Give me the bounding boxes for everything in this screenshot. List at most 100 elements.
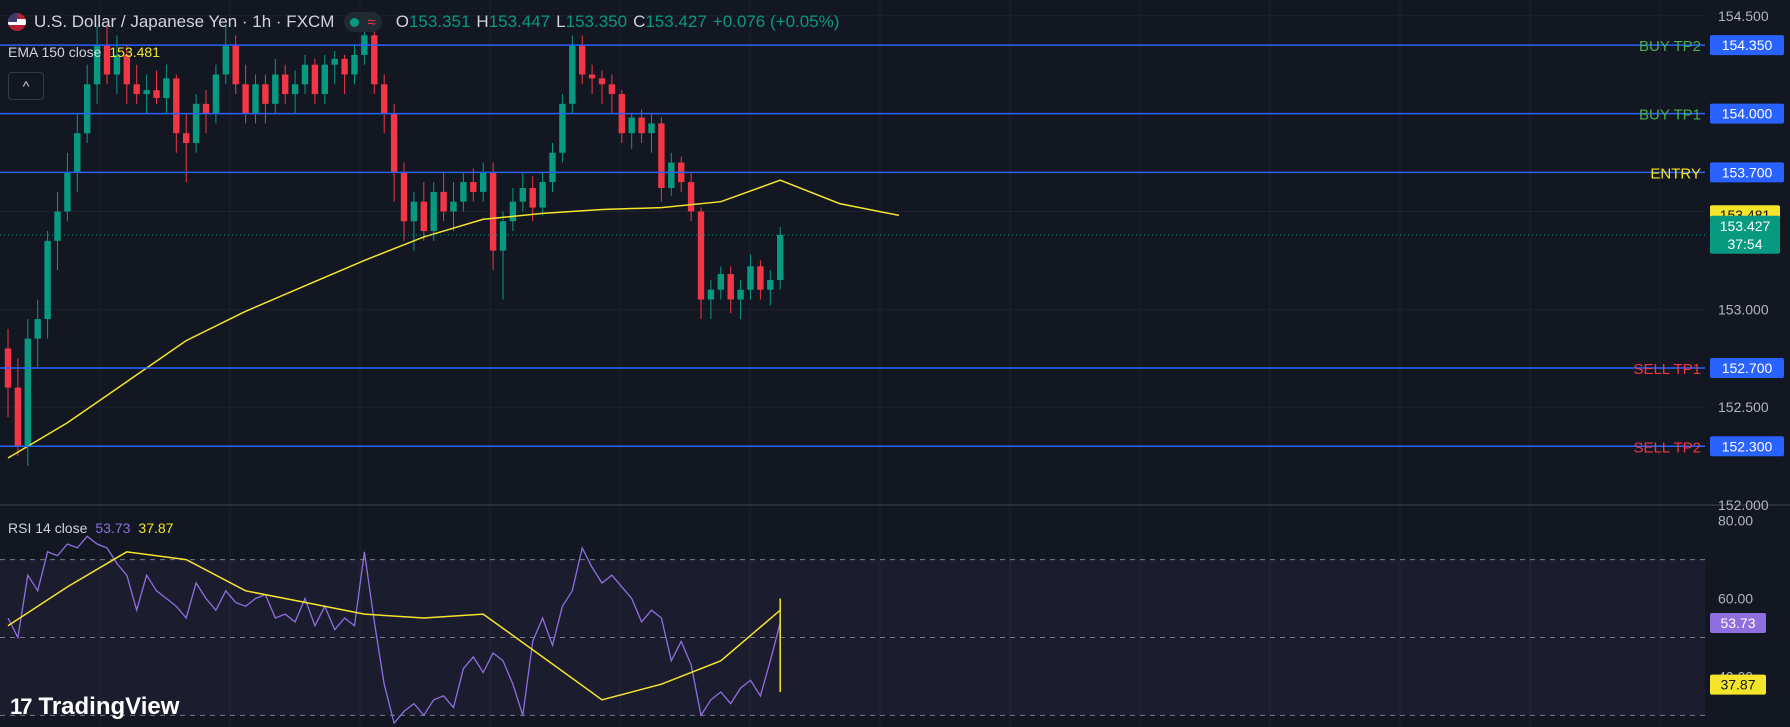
- collapse-legend-button[interactable]: ^: [8, 72, 44, 100]
- chevron-up-icon: ^: [22, 78, 30, 94]
- candle-body: [321, 64, 328, 95]
- candle-body: [232, 45, 239, 85]
- candle-body: [252, 84, 259, 114]
- candle-body: [648, 123, 655, 134]
- candle-body: [430, 191, 437, 232]
- candle-body: [519, 187, 526, 202]
- last-price-badge: [1710, 215, 1780, 254]
- candle-body: [509, 201, 517, 222]
- rsi-value-badge: [1710, 674, 1766, 695]
- countdown-badge-text: 37:54: [1727, 236, 1762, 252]
- candle-body: [539, 182, 546, 208]
- rsi-legend-value: 53.73: [95, 520, 131, 536]
- tradingview-logo-icon: 17: [10, 694, 33, 719]
- candle-body: [54, 211, 61, 241]
- candle-body: [163, 78, 170, 98]
- candle-body: [282, 74, 289, 95]
- candle-body: [93, 45, 101, 85]
- candle-body: [598, 78, 606, 85]
- level-price-label: 154.350: [1722, 37, 1773, 53]
- candle-body: [489, 172, 497, 251]
- ema-legend-label: EMA 150 close: [8, 44, 102, 60]
- candle-body: [697, 211, 705, 300]
- candle-body: [202, 103, 210, 114]
- level-price-label: 152.300: [1722, 438, 1773, 454]
- candle-body: [212, 74, 220, 114]
- candle-body: [608, 84, 616, 95]
- rsi-value-badge-text: 37.87: [1720, 677, 1755, 693]
- candle-body: [549, 152, 556, 183]
- high-value: 153.447: [488, 12, 551, 31]
- price-axis[interactable]: 154.500153.000152.500152.00080.0060.0040…: [1718, 8, 1769, 685]
- candle-body: [767, 279, 774, 290]
- high-label: H: [476, 12, 489, 31]
- close-label: C: [633, 12, 646, 31]
- wave-icon: ≈: [367, 13, 376, 31]
- level-price-badge: [1710, 358, 1784, 379]
- rsi-axis-tick: 60.00: [1718, 591, 1753, 607]
- level-label: SELL TP1: [1633, 361, 1701, 378]
- candle-body: [480, 172, 487, 192]
- candle-body: [331, 58, 338, 65]
- level-label: BUY TP2: [1639, 38, 1701, 55]
- candle-body: [34, 319, 41, 339]
- candle-body: [24, 338, 31, 447]
- candlestick-series: [4, 19, 784, 466]
- candle-body: [311, 64, 319, 95]
- rsi-axis-tick: 80.00: [1718, 513, 1753, 529]
- rsi-value-badge-text: 53.73: [1720, 615, 1755, 631]
- candle-body: [222, 45, 229, 75]
- change-value: +0.076 (+0.05%): [712, 12, 840, 31]
- candle-body: [351, 54, 358, 75]
- candle-body: [569, 45, 576, 104]
- candle-body: [777, 234, 784, 280]
- candle-body: [242, 84, 249, 114]
- candle-body: [381, 84, 388, 114]
- rsi-legend[interactable]: RSI 14 close 53.73 37.87: [8, 520, 173, 536]
- candle-body: [638, 117, 645, 134]
- ema-150-line: [7, 179, 900, 459]
- candle-body: [668, 162, 675, 188]
- candle-body: [737, 289, 744, 300]
- last-price-badge-text: 153.427: [1720, 218, 1771, 234]
- tradingview-logo-text: TradingView: [38, 693, 180, 720]
- candle-body: [103, 45, 111, 75]
- candle-body: [747, 266, 754, 290]
- candle-body: [727, 274, 734, 300]
- symbol-title: U.S. Dollar / Japanese Yen · 1h · FXCM: [34, 12, 335, 31]
- tradingview-logo[interactable]: 17 TradingView: [10, 693, 179, 721]
- level-label: SELL TP2: [1633, 439, 1701, 456]
- level-label: ENTRY: [1650, 165, 1701, 182]
- price-axis-tick: 153.000: [1718, 301, 1769, 317]
- candle-body: [301, 64, 309, 85]
- candle-body: [707, 289, 715, 300]
- level-price-badge: [1710, 35, 1784, 56]
- price-axis-tick: 152.500: [1718, 399, 1769, 415]
- rsi-band-lines: [0, 559, 1705, 716]
- status-pill[interactable]: ≈: [344, 12, 382, 32]
- candle-body: [470, 182, 477, 192]
- candle-body: [74, 133, 81, 173]
- close-value: 153.427: [645, 12, 707, 31]
- ema-legend[interactable]: EMA 150 close 153.481: [8, 44, 160, 60]
- symbol-legend[interactable]: U.S. Dollar / Japanese Yen · 1h · FXCM ≈…: [8, 12, 839, 32]
- candle-body: [192, 103, 200, 143]
- candle-body: [272, 74, 279, 104]
- level-price-badge: [1710, 436, 1784, 457]
- low-value: 153.350: [565, 12, 628, 31]
- candle-body: [183, 133, 190, 143]
- candle-body: [757, 266, 764, 290]
- low-label: L: [556, 12, 566, 31]
- rsi-ma-legend-value: 37.87: [138, 520, 174, 536]
- level-price-label: 152.700: [1722, 360, 1773, 376]
- candle-body: [687, 182, 695, 212]
- candle-body: [143, 90, 150, 95]
- candle-body: [390, 113, 398, 173]
- candle-body: [262, 84, 269, 104]
- candle-body: [499, 221, 507, 251]
- level-lines: BUY TP2 154.350 BUY TP1 154.000 ENTRY 153.700…: [0, 35, 1784, 457]
- candle-body: [153, 90, 160, 98]
